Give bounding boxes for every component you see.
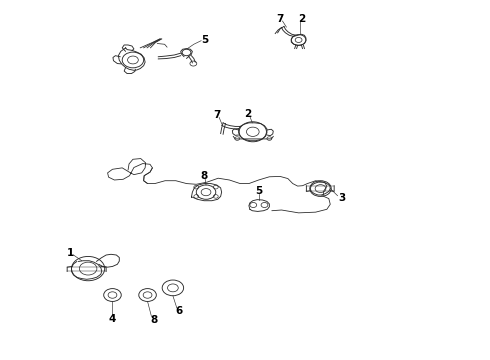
Text: 2: 2 <box>245 109 251 119</box>
Text: 4: 4 <box>109 314 116 324</box>
Text: 3: 3 <box>338 193 345 203</box>
Text: 8: 8 <box>151 315 158 325</box>
Text: 7: 7 <box>276 14 284 23</box>
Text: 6: 6 <box>175 306 183 316</box>
Text: 5: 5 <box>201 35 209 45</box>
Text: 2: 2 <box>298 14 306 23</box>
Text: 8: 8 <box>200 171 207 181</box>
Text: 5: 5 <box>255 186 262 197</box>
Text: 7: 7 <box>214 110 221 120</box>
Text: 1: 1 <box>67 248 74 257</box>
